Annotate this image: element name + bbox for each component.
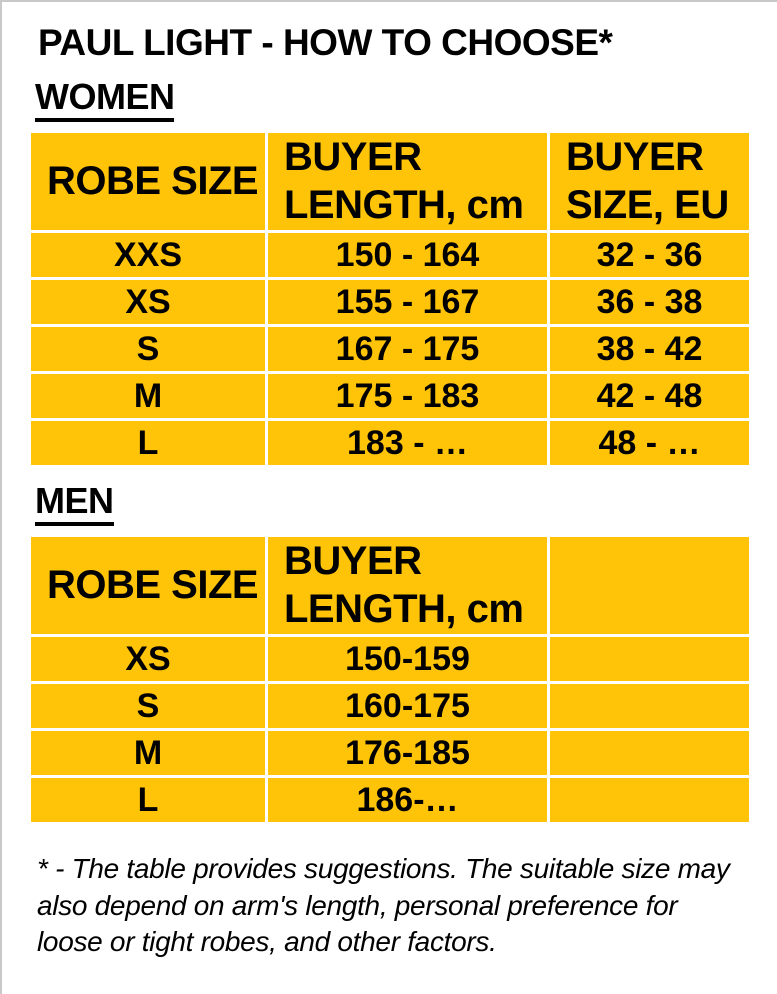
robe-size-cell: S: [28, 324, 268, 374]
buyer-size-eu-cell: 38 - 42: [547, 324, 752, 374]
men-header-row: ROBE SIZE BUYER LENGTH, cm: [28, 534, 752, 637]
women-col-header-buyer-size-eu: BUYER SIZE, EU: [547, 130, 752, 233]
table-row: L 183 - … 48 - …: [28, 418, 752, 468]
men-col-header-buyer-length: BUYER LENGTH, cm: [265, 534, 550, 637]
robe-size-cell: M: [28, 728, 268, 778]
women-size-table: ROBE SIZE BUYER LENGTH, cm BUYER SIZE, E…: [28, 130, 752, 468]
page-title: PAUL LIGHT - HOW TO CHOOSE*: [38, 22, 613, 63]
buyer-size-eu-cell: 36 - 38: [547, 277, 752, 327]
women-col-header-robe-size: ROBE SIZE: [28, 130, 268, 233]
table-row: XXS 150 - 164 32 - 36: [28, 230, 752, 280]
table-row: L 186-…: [28, 775, 752, 825]
buyer-size-eu-cell: 42 - 48: [547, 371, 752, 421]
buyer-length-cell: 155 - 167: [265, 277, 550, 327]
buyer-length-cell: 183 - …: [265, 418, 550, 468]
robe-size-cell: S: [28, 681, 268, 731]
table-row: M 175 - 183 42 - 48: [28, 371, 752, 421]
table-row: M 176-185: [28, 728, 752, 778]
buyer-size-eu-cell: 48 - …: [547, 418, 752, 468]
empty-cell: [547, 728, 752, 778]
robe-size-cell: XS: [28, 277, 268, 327]
buyer-length-cell: 176-185: [265, 728, 550, 778]
table-row: XS 150-159: [28, 634, 752, 684]
buyer-length-cell: 150 - 164: [265, 230, 550, 280]
table-row: XS 155 - 167 36 - 38: [28, 277, 752, 327]
robe-size-cell: M: [28, 371, 268, 421]
buyer-length-cell: 167 - 175: [265, 324, 550, 374]
buyer-size-eu-cell: 32 - 36: [547, 230, 752, 280]
robe-size-cell: XXS: [28, 230, 268, 280]
robe-size-cell: L: [28, 418, 268, 468]
footnote-text: * - The table provides suggestions. The …: [37, 853, 730, 958]
men-col-header-robe-size: ROBE SIZE: [28, 534, 268, 637]
men-size-table: ROBE SIZE BUYER LENGTH, cm XS 150-159 S …: [28, 534, 752, 825]
buyer-length-cell: 150-159: [265, 634, 550, 684]
robe-size-cell: L: [28, 775, 268, 825]
table-row: S 160-175: [28, 681, 752, 731]
empty-cell: [547, 681, 752, 731]
buyer-length-cell: 175 - 183: [265, 371, 550, 421]
robe-size-cell: XS: [28, 634, 268, 684]
buyer-length-cell: 186-…: [265, 775, 550, 825]
section-heading-men: MEN: [35, 480, 114, 526]
men-col-header-empty: [547, 534, 752, 637]
women-col-header-buyer-length: BUYER LENGTH, cm: [265, 130, 550, 233]
empty-cell: [547, 775, 752, 825]
table-row: S 167 - 175 38 - 42: [28, 324, 752, 374]
section-heading-women: WOMEN: [35, 76, 175, 122]
empty-cell: [547, 634, 752, 684]
buyer-length-cell: 160-175: [265, 681, 550, 731]
women-header-row: ROBE SIZE BUYER LENGTH, cm BUYER SIZE, E…: [28, 130, 752, 233]
